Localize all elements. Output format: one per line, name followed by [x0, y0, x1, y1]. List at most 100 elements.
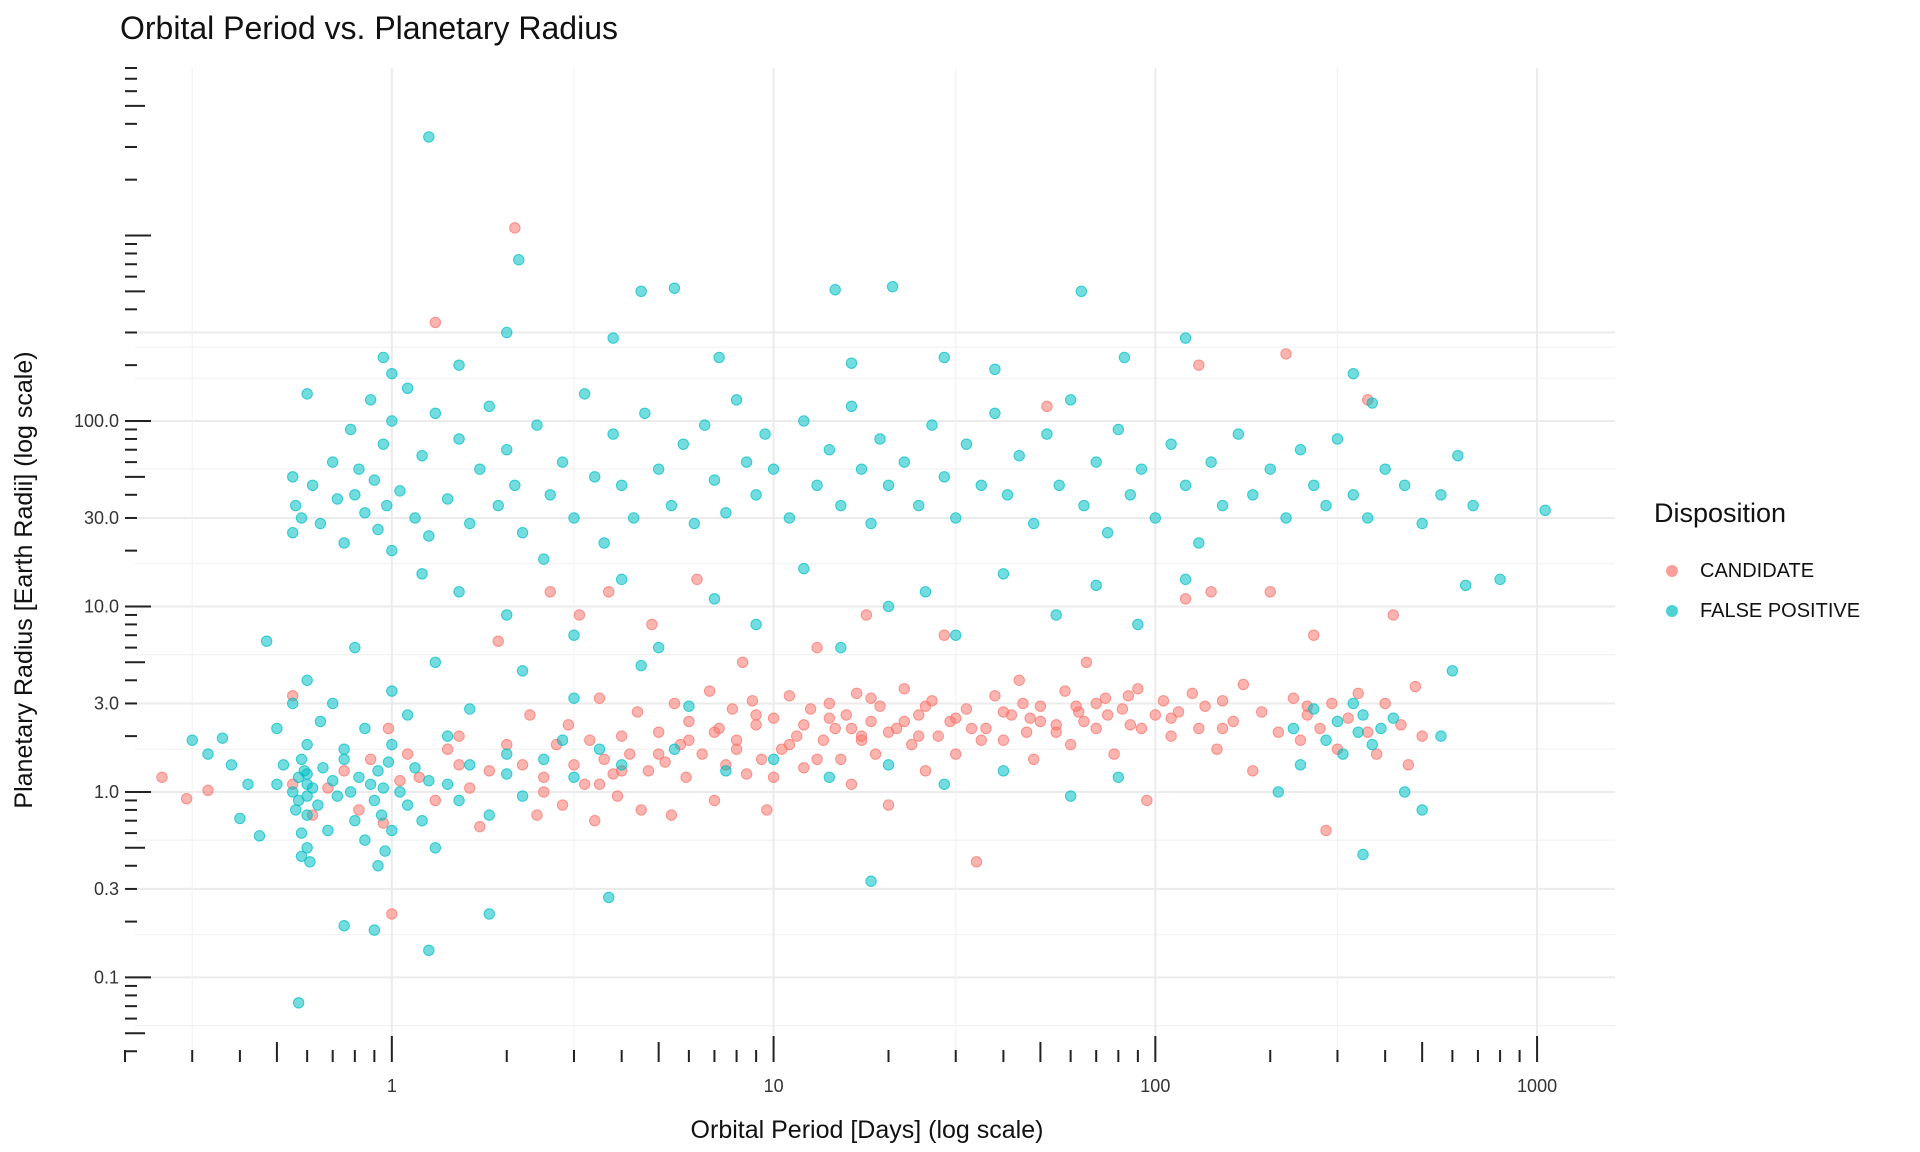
false-positive-point	[997, 568, 1010, 580]
candidate-point	[635, 804, 647, 816]
false-positive-point	[720, 765, 732, 777]
false-positive-point	[556, 734, 569, 746]
candidate-point	[631, 706, 644, 718]
candidate-point	[1294, 734, 1307, 746]
candidate-point	[1027, 753, 1040, 765]
false-positive-point	[1132, 618, 1144, 631]
false-positive-point	[1078, 499, 1090, 512]
false-positive-point	[353, 771, 365, 783]
candidate-point	[1320, 824, 1332, 837]
candidate-point	[584, 734, 596, 746]
false-positive-point	[882, 759, 895, 771]
false-positive-point	[823, 771, 836, 783]
y-tick-label: 0.1	[94, 967, 119, 987]
false-positive-point	[1308, 703, 1320, 715]
false-positive-point	[926, 419, 938, 431]
false-positive-point	[635, 659, 647, 672]
false-positive-point	[1366, 738, 1378, 751]
false-positive-point	[338, 753, 350, 765]
false-positive-point	[1041, 428, 1053, 440]
false-positive-point	[1124, 489, 1137, 501]
candidate-point	[1172, 706, 1185, 718]
false-positive-point	[989, 407, 1001, 420]
chart-title: Orbital Period vs. Planetary Radius	[120, 10, 618, 46]
candidate-point	[997, 734, 1010, 746]
false-positive-point	[665, 499, 678, 512]
false-positive-point	[338, 537, 350, 549]
false-positive-point	[1446, 665, 1459, 677]
false-positive-point	[1467, 499, 1479, 512]
candidate-point	[441, 743, 454, 755]
legend-swatch-candidate	[1666, 565, 1678, 577]
candidate-point	[589, 814, 601, 827]
candidate-point	[1227, 715, 1239, 728]
false-positive-point	[234, 812, 246, 825]
false-positive-point	[381, 499, 393, 512]
false-positive-point	[938, 778, 950, 790]
false-positive-point	[386, 415, 398, 427]
candidate-point	[811, 641, 823, 654]
candidate-point	[1264, 586, 1276, 598]
candidate-point	[804, 703, 817, 715]
false-positive-point	[886, 280, 899, 293]
false-positive-point	[492, 499, 504, 512]
grid-lines	[135, 68, 1615, 1052]
false-positive-point	[1165, 438, 1177, 450]
false-positive-point	[301, 388, 313, 400]
candidate-point	[989, 690, 1001, 702]
candidate-point	[730, 743, 743, 755]
candidate-point	[1050, 726, 1062, 738]
false-positive-point	[301, 790, 313, 802]
false-positive-point	[501, 444, 513, 456]
candidate-point	[593, 778, 606, 790]
candidate-point	[1122, 690, 1135, 702]
false-positive-point	[409, 762, 421, 774]
false-positive-point	[441, 493, 454, 505]
false-positive-point	[1357, 848, 1369, 861]
false-positive-point	[1027, 517, 1040, 530]
false-positive-point	[845, 357, 858, 369]
false-positive-point	[464, 517, 476, 530]
candidate-point	[1205, 586, 1217, 598]
candidate-point	[845, 722, 858, 735]
false-positive-point	[416, 568, 428, 580]
false-positive-point	[306, 782, 319, 794]
false-positive-point	[513, 254, 525, 266]
false-positive-point	[1308, 479, 1320, 492]
candidate-point	[429, 794, 442, 807]
candidate-point	[845, 778, 858, 790]
legend: Disposition CANDIDATE FALSE POSITIVE	[1654, 498, 1860, 631]
false-positive-point	[635, 285, 647, 298]
false-positive-point	[386, 544, 398, 557]
false-positive-point	[882, 600, 895, 613]
false-positive-point	[409, 512, 421, 524]
candidate-point	[1070, 700, 1082, 712]
candidate-point	[538, 786, 550, 798]
candidate-point	[516, 759, 529, 771]
false-positive-point	[260, 635, 273, 647]
false-positive-point	[835, 499, 847, 512]
false-positive-point	[1320, 499, 1332, 512]
false-positive-point	[377, 351, 390, 364]
false-positive-point	[1294, 759, 1307, 771]
candidate-point	[882, 726, 895, 738]
false-positive-point	[501, 326, 513, 339]
candidate-point	[538, 771, 550, 783]
false-positive-point	[331, 790, 344, 802]
false-positive-point	[1179, 573, 1192, 586]
false-positive-point	[423, 944, 435, 957]
false-positive-point	[1101, 526, 1114, 539]
legend-swatch-false-positive	[1666, 605, 1678, 617]
y-tick-label: 30.0	[84, 508, 119, 528]
false-positive-point	[483, 809, 495, 821]
candidate-point	[665, 809, 678, 821]
false-positive-point	[314, 517, 327, 530]
false-positive-point	[501, 609, 513, 621]
candidate-point	[353, 804, 365, 816]
y-axis-title: Planetary Radius [Earth Radii] (log scal…	[10, 351, 38, 808]
candidate-point	[501, 738, 513, 751]
y-tick-label: 0.3	[94, 879, 119, 899]
candidate-point	[1013, 674, 1025, 686]
false-positive-point	[1280, 512, 1292, 524]
false-positive-point	[568, 512, 580, 524]
